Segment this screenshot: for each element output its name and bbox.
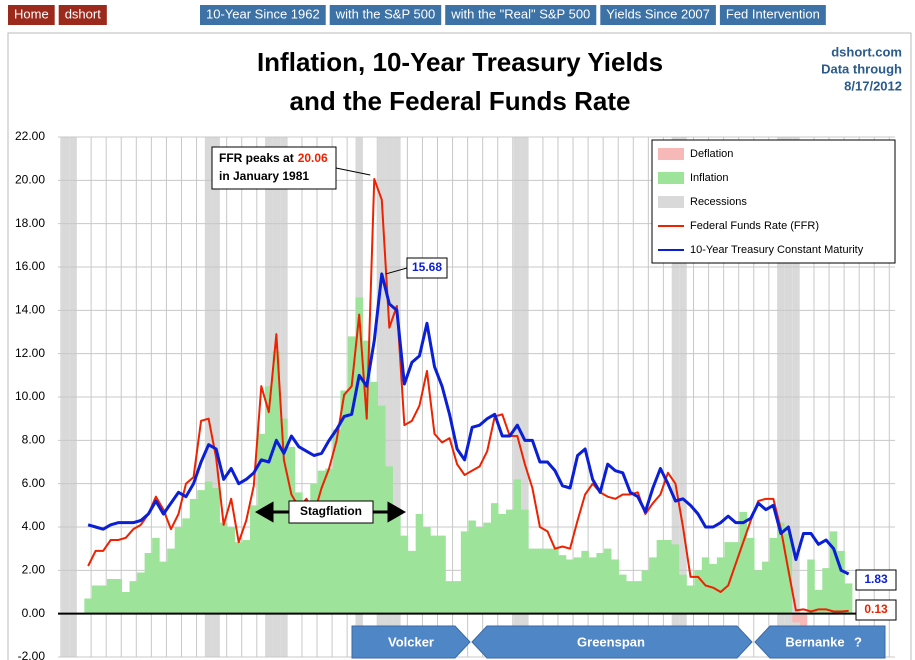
annotation-arrow <box>335 167 371 176</box>
era-arrow <box>351 625 471 659</box>
legend-swatch <box>658 196 684 208</box>
y-tick-label: 0.00 <box>22 606 46 620</box>
legend-label: Deflation <box>690 148 733 160</box>
legend <box>651 139 896 264</box>
value-label-box <box>855 569 897 591</box>
nav-button-label[interactable]: with the "Real" S&P 500 <box>450 6 590 21</box>
nav-button[interactable] <box>600 5 716 25</box>
y-tick-label: -2.00 <box>18 649 46 660</box>
source: dshort.com <box>831 44 902 59</box>
line <box>87 272 850 576</box>
y-tick-label: 12.00 <box>15 346 45 360</box>
area <box>84 297 853 614</box>
annotation-text: FFR peaks at <box>219 151 294 165</box>
legend-label: Federal Funds Rate (FFR) <box>690 220 819 232</box>
line <box>87 178 849 613</box>
era-arrow <box>471 625 753 659</box>
annotation: Stagflation <box>300 504 362 518</box>
legend-label: 10-Year Treasury Constant Maturity <box>690 244 864 256</box>
nav-button-label[interactable]: with the S&P 500 <box>335 6 436 21</box>
value-label: 15.68 <box>412 260 442 274</box>
source: 8/17/2012 <box>844 78 902 93</box>
era-label: Volcker <box>388 634 434 649</box>
era-label: Greenspan <box>577 634 645 649</box>
annotation: in January 1981 <box>219 169 309 183</box>
nav-bar: Home dshort 10-Year Since 1962 with the S&P… <box>8 5 826 25</box>
chart-title: and the Federal Funds Rate <box>290 86 631 116</box>
chart-title: Inflation, 10-Year Treasury Yields <box>257 47 663 77</box>
y-tick-label: 8.00 <box>22 433 46 447</box>
legend-swatch <box>658 172 684 184</box>
era-label: ? <box>854 634 862 649</box>
y-tick-label: 18.00 <box>15 216 45 230</box>
y-tick-label: 10.00 <box>15 389 45 403</box>
nav-button-label[interactable]: 10-Year Since 1962 <box>206 6 320 21</box>
y-tick-label: 4.00 <box>22 519 46 533</box>
legend-swatch <box>658 148 684 160</box>
nav-button[interactable] <box>200 5 326 25</box>
nav-button[interactable] <box>719 5 826 25</box>
plot: -2.00 0.00 2.00 4.00 6.00 8.00 10.00 12.00 14.00… <box>15 129 897 660</box>
nav-button[interactable] <box>58 5 107 25</box>
annotation: FFR peaks at 20.06 <box>219 151 328 165</box>
value-label-box <box>855 599 897 621</box>
y-tick-label: 20.00 <box>15 173 45 187</box>
era-arrow <box>754 625 886 659</box>
y-tick-label: 2.00 <box>22 563 46 577</box>
y-tick-label: 16.00 <box>15 259 45 273</box>
nav-button-label[interactable]: Fed Intervention <box>726 6 820 21</box>
annotation-arrow <box>385 267 408 275</box>
nav-button[interactable] <box>329 5 442 25</box>
nav-button[interactable] <box>8 5 55 25</box>
nav-button-label[interactable]: Home <box>14 6 49 21</box>
legend-label: Recessions <box>690 196 747 208</box>
nav-button[interactable] <box>445 5 597 25</box>
y-tick-label: 22.00 <box>15 129 45 143</box>
legend-label: Inflation <box>690 172 729 184</box>
annotation-box <box>288 500 374 524</box>
y-tick-label: 6.00 <box>22 476 46 490</box>
annotation-value: 20.06 <box>298 151 328 165</box>
era-label: Bernanke <box>785 634 844 649</box>
source: Data through <box>821 61 902 76</box>
nav-button-label[interactable]: dshort <box>65 6 102 21</box>
y-tick-label: 14.00 <box>15 303 45 317</box>
value-label: 0.13 <box>864 602 888 616</box>
value-label: 1.83 <box>864 572 888 586</box>
nav-button-label[interactable]: Yields Since 2007 <box>606 6 710 21</box>
